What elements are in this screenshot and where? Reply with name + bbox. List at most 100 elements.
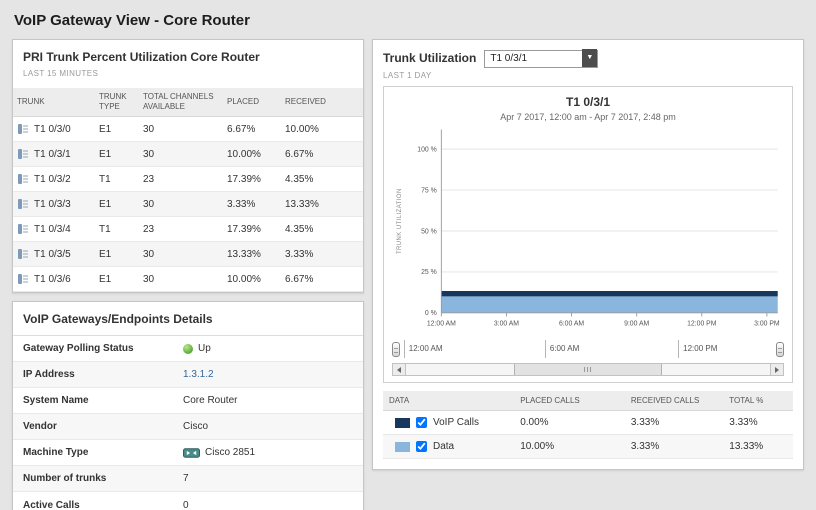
series-placed: 10.00% — [514, 434, 625, 460]
trunk-channels: 30 — [139, 266, 223, 292]
trunk-received: 10.00% — [281, 116, 363, 142]
range-label: 12:00 PM — [683, 344, 718, 354]
trunk-icon — [18, 124, 28, 134]
arrow-left-icon — [397, 366, 401, 373]
svg-text:9:00 AM: 9:00 AM — [624, 320, 649, 327]
svg-text:50 %: 50 % — [421, 228, 437, 235]
svg-text:6:00 AM: 6:00 AM — [559, 320, 584, 327]
legend-column-total: TOTAL % — [723, 391, 793, 412]
legend-row-voip-calls: VoIP Calls 0.00% 3.33% 3.33% — [383, 410, 793, 436]
table-row: T1 0/3/5 E1 30 13.33% 3.33% — [13, 241, 363, 267]
trunk-placed: 17.39% — [223, 166, 281, 192]
range-handle-left[interactable] — [392, 342, 400, 358]
detail-label: Vendor — [23, 421, 57, 432]
trunk-name: T1 0/3/1 — [34, 148, 71, 160]
trunk-channels: 30 — [139, 141, 223, 167]
trunk-type: E1 — [95, 266, 139, 292]
detail-value: Core Router — [183, 395, 238, 406]
trunk-selector[interactable]: T1 0/3/1 — [484, 49, 599, 68]
column-header-trunk-type: TRUNK TYPE — [95, 88, 139, 117]
detail-row-polling-status: Gateway Polling Status Up — [13, 336, 363, 362]
table-row: T1 0/3/2 T1 23 17.39% 4.35% — [13, 166, 363, 192]
legend-column-placed-calls: PLACED CALLS — [514, 391, 625, 412]
arrow-right-icon — [775, 366, 779, 373]
trunk-utilization-panel: Trunk Utilization T1 0/3/1 ▼ LAST 1 DAY … — [372, 39, 804, 471]
detail-label: Number of trunks — [23, 473, 107, 484]
detail-label: IP Address — [23, 369, 75, 380]
trunk-channels: 23 — [139, 166, 223, 192]
table-row: T1 0/3/6 E1 30 10.00% 6.67% — [13, 266, 363, 292]
trunk-type: T1 — [95, 216, 139, 242]
trunk-type: E1 — [95, 241, 139, 267]
svg-text:0 %: 0 % — [425, 310, 437, 317]
range-tick: 12:00 PM — [678, 340, 717, 359]
trunk-type: E1 — [95, 116, 139, 142]
table-row: T1 0/3/3 E1 30 3.33% 13.33% — [13, 191, 363, 217]
trunk-name: T1 0/3/5 — [34, 248, 71, 260]
trunk-channels: 30 — [139, 191, 223, 217]
pri-trunk-table: TRUNK TRUNK TYPE TOTAL CHANNELS AVAILABL… — [13, 88, 363, 292]
series-received: 3.33% — [624, 434, 724, 460]
trunk-utilization-title: Trunk Utilization — [383, 50, 477, 65]
trunk-placed: 10.00% — [223, 141, 281, 167]
series-received: 3.33% — [624, 410, 724, 436]
detail-label: Gateway Polling Status — [23, 343, 134, 354]
series-data-checkbox[interactable] — [416, 441, 427, 453]
svg-text:TRUNK UTILIZATION: TRUNK UTILIZATION — [397, 188, 403, 254]
trunk-name: T1 0/3/0 — [34, 123, 71, 135]
detail-value: Cisco 2851 — [205, 447, 256, 458]
detail-value: Cisco — [183, 421, 209, 432]
gateway-details-list: Gateway Polling Status Up IP Address 1.3… — [13, 336, 363, 510]
range-handle-right[interactable] — [776, 342, 784, 358]
trunk-icon — [18, 249, 28, 259]
gateway-details-panel-title: VoIP Gateways/Endpoints Details — [23, 311, 213, 326]
series-color-swatch — [395, 441, 410, 452]
trunk-name: T1 0/3/4 — [34, 223, 71, 235]
trunk-utilization-subtitle: LAST 1 DAY — [383, 70, 432, 80]
trunk-name: T1 0/3/2 — [34, 173, 71, 185]
trunk-selector-wrap[interactable]: T1 0/3/1 ▼ — [484, 48, 599, 68]
pri-trunk-panel-subtitle: LAST 15 MINUTES — [23, 69, 99, 78]
detail-row-system-name: System Name Core Router — [13, 388, 363, 414]
legend-header-row: DATA PLACED CALLS RECEIVED CALLS TOTAL % — [383, 391, 793, 412]
detail-row-number-of-trunks: Number of trunks 7 — [13, 466, 363, 492]
gateway-details-panel: VoIP Gateways/Endpoints Details Gateway … — [12, 301, 364, 510]
detail-row-vendor: Vendor Cisco — [13, 414, 363, 440]
scroll-left-button[interactable] — [393, 364, 406, 376]
detail-label: Active Calls — [23, 499, 80, 510]
svg-text:25 %: 25 % — [421, 269, 437, 276]
trunk-placed: 3.33% — [223, 191, 281, 217]
series-total: 3.33% — [723, 410, 793, 436]
trunk-received: 6.67% — [281, 266, 363, 292]
legend-column-data: DATA — [383, 391, 515, 412]
trunk-icon — [18, 174, 28, 184]
trunk-type: E1 — [95, 141, 139, 167]
time-range-selector[interactable]: 12:00 AM 6:00 AM 12:00 PM — [392, 340, 784, 360]
ip-address-link[interactable]: 1.3.1.2 — [183, 369, 214, 380]
left-column: PRI Trunk Percent Utilization Core Route… — [12, 39, 364, 510]
trunk-icon — [18, 199, 28, 209]
trunk-placed: 6.67% — [223, 116, 281, 142]
trunk-type: E1 — [95, 191, 139, 217]
scrollbar-thumb[interactable] — [513, 364, 663, 376]
legend-row-data: Data 10.00% 3.33% 13.33% — [383, 434, 793, 460]
series-color-swatch — [395, 417, 410, 428]
column-header-trunk: TRUNK — [13, 88, 95, 117]
series-name: VoIP Calls — [433, 417, 479, 429]
pri-trunk-panel-title: PRI Trunk Percent Utilization Core Route… — [23, 49, 260, 64]
legend-column-received-calls: RECEIVED CALLS — [624, 391, 724, 412]
trunk-utilization-header: Trunk Utilization T1 0/3/1 ▼ — [373, 40, 803, 68]
column-header-received: RECEIVED — [281, 88, 363, 117]
range-tick: 12:00 AM — [403, 340, 443, 359]
scroll-right-button[interactable] — [770, 364, 783, 376]
column-header-placed: PLACED — [223, 88, 281, 117]
status-text: Up — [198, 343, 211, 354]
svg-text:100 %: 100 % — [417, 146, 436, 153]
page-title: VoIP Gateway View - Core Router — [14, 12, 250, 29]
trunk-utilization-chart: 0 % 25 % 50 % 75 % 100 % 12:00 AM 3:00 AM 6:00 … — [397, 128, 780, 327]
series-voip-checkbox[interactable] — [416, 417, 427, 429]
svg-text:12:00 AM: 12:00 AM — [427, 320, 456, 327]
chart-horizontal-scrollbar[interactable] — [392, 363, 784, 377]
trunk-name: T1 0/3/3 — [34, 198, 71, 210]
